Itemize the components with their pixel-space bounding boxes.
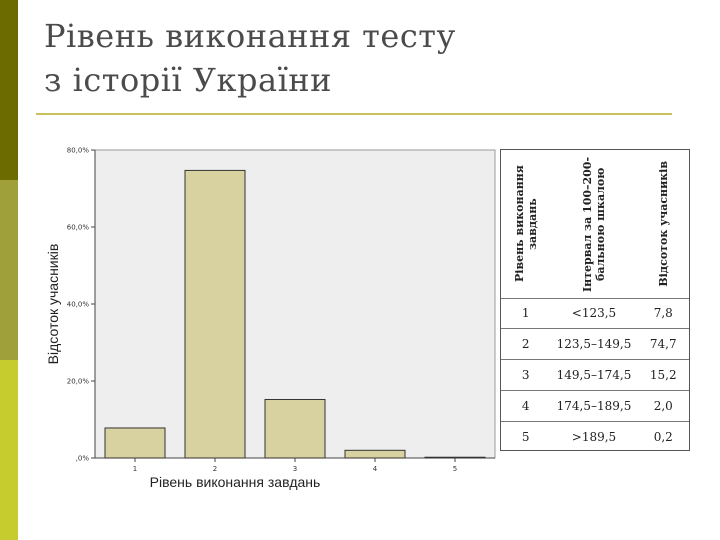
header-level: Рівень виконання завдань	[512, 165, 539, 283]
y-tick-label: 40,0%	[67, 301, 90, 309]
header-percent: Відсоток учасників	[656, 160, 670, 287]
table-row: 4 174,5–189,5 2,0	[501, 389, 689, 422]
slide-title-line-2: з історії України	[44, 61, 332, 99]
y-tick-label: 80,0%	[67, 147, 90, 155]
cell-interval: <123,5	[550, 297, 638, 329]
table-header-row: Рівень виконання завдань Інтервал за 100…	[501, 150, 689, 298]
cell-level: 3	[501, 359, 551, 391]
cell-interval: >189,5	[550, 420, 638, 452]
results-table: Рівень виконання завдань Інтервал за 100…	[500, 149, 690, 452]
table-row: 3 149,5–174,5 15,2	[501, 359, 689, 391]
cell-interval: 149,5–174,5	[550, 359, 638, 391]
slide-title-line-1: Рівень виконання тесту	[44, 17, 456, 55]
cell-percent: 74,7	[637, 328, 689, 360]
cell-percent: 15,2	[637, 359, 689, 391]
x-tick-label: 2	[213, 465, 217, 473]
decor-strip-bottom	[0, 360, 18, 540]
x-tick-label: 1	[133, 465, 137, 473]
x-tick-label: 5	[453, 465, 457, 473]
bar-chart: ,0% 20,0% 40,0% 60,0% 80,0% 1 2 3 4 5 Рівень викон…	[40, 140, 500, 500]
cell-level: 2	[501, 328, 551, 360]
cell-percent: 0,2	[637, 420, 689, 452]
bar	[424, 456, 486, 459]
cell-percent: 2,0	[637, 389, 689, 422]
title-divider	[36, 113, 672, 115]
bar	[104, 427, 166, 459]
bar	[344, 449, 406, 459]
decor-strip-top	[0, 0, 18, 180]
bar	[184, 169, 246, 459]
cell-level: 4	[501, 389, 551, 422]
x-axis-title: Рівень виконання завдань	[150, 474, 321, 490]
y-tick-label: 60,0%	[67, 224, 90, 232]
cell-level: 5	[501, 420, 551, 452]
table-row: 2 123,5–149,5 74,7	[501, 328, 689, 360]
cell-interval: 123,5–149,5	[550, 328, 638, 360]
x-tick-label: 4	[373, 465, 378, 473]
table-row: 1 <123,5 7,8	[501, 297, 689, 329]
table-row: 5 >189,5 0,2	[501, 420, 689, 452]
table-body: 1 <123,5 7,8 2 123,5–149,5 74,7 3 149,5–174,5 15…	[501, 297, 689, 452]
cell-level: 1	[501, 297, 551, 329]
cell-percent: 7,8	[637, 297, 689, 329]
y-axis-title: Відсоток учасників	[45, 244, 61, 365]
slide-title: Рівень виконання тесту з історії України	[44, 14, 684, 102]
y-tick-label: ,0%	[76, 455, 90, 463]
cell-interval: 174,5–189,5	[550, 389, 638, 422]
header-interval: Інтервал за 100–200-бальною шкалою	[580, 156, 607, 292]
x-tick-label: 3	[293, 465, 297, 473]
results-table-grid: Рівень виконання завдань Інтервал за 100…	[501, 150, 689, 452]
y-tick-label: 20,0%	[67, 378, 90, 386]
bar-chart-svg: ,0% 20,0% 40,0% 60,0% 80,0% 1 2 3 4 5 Рівень викон…	[45, 147, 496, 490]
decor-strip-middle	[0, 180, 18, 360]
bar	[264, 398, 326, 459]
